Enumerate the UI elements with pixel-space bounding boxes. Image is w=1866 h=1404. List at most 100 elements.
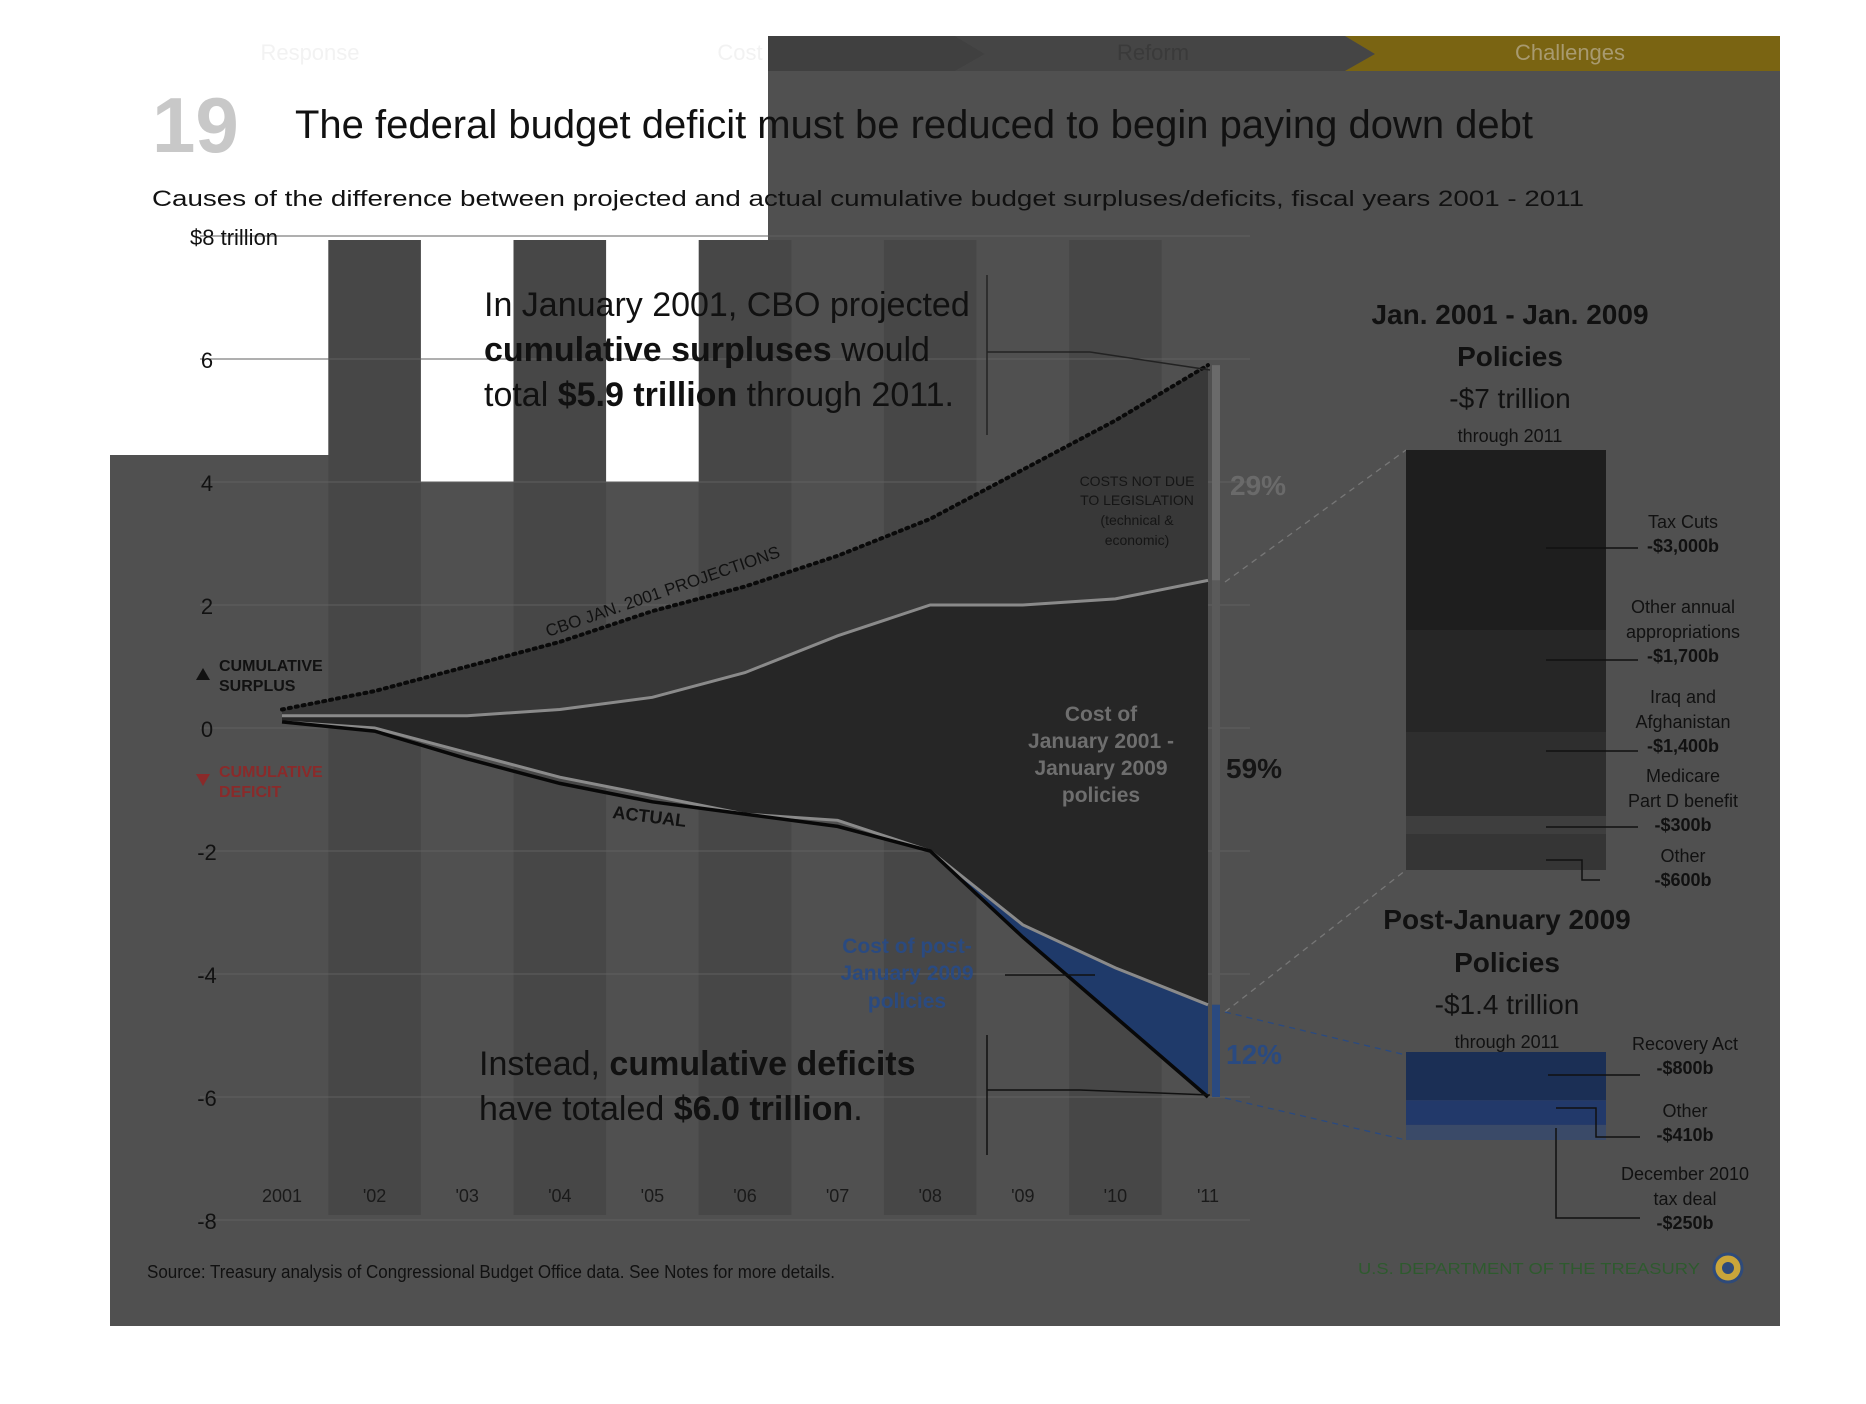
top-callout-leader	[986, 275, 1211, 435]
bottom-callout-line1: Instead, cumulative deficits	[479, 1045, 916, 1083]
svg-text:January 2001 -: January 2001 -	[1028, 730, 1174, 753]
top-callout-line2: cumulative surpluses would	[484, 331, 930, 369]
jan-seg	[1406, 816, 1606, 834]
costs-not-due-label: COSTS NOT DUE TO LEGISLATION (technical …	[1080, 473, 1195, 548]
bottom-callout-leader	[986, 1035, 1211, 1155]
tab-reform[interactable]: Reform	[1117, 40, 1189, 65]
deficit-label-2: DEFICIT	[219, 784, 281, 801]
y-tick-label: -8	[197, 1209, 217, 1234]
deficit-label-1: CUMULATIVE	[219, 764, 323, 781]
jan-item-value: -$600b	[1654, 870, 1711, 890]
post-title-1: Post-January 2009	[1383, 904, 1630, 935]
connector-jan-bottom	[1224, 869, 1407, 1013]
jan-item-value: -$1,400b	[1647, 736, 1719, 756]
post-item-label: tax deal	[1653, 1189, 1716, 1209]
jan-total: -$7 trillion	[1449, 383, 1570, 414]
tab-cost-bg	[768, 36, 985, 71]
jan-item-label: Other annual	[1631, 597, 1735, 617]
x-tick-label: '02	[363, 1186, 386, 1206]
treasury-wordmark: U.S. DEPARTMENT OF THE TREASURY	[1358, 1261, 1700, 1278]
y-tick-label: $8 trillion	[190, 225, 278, 250]
line-cbo-projection	[280, 363, 1210, 712]
source-note: Source: Treasury analysis of Congression…	[147, 1262, 835, 1282]
page-title: The federal budget deficit must be reduc…	[295, 103, 1533, 147]
post-policies-breakdown: Post-January 2009 Policies -$1.4 trillio…	[1383, 904, 1749, 1233]
post-leader	[1556, 1107, 1640, 1138]
x-tick-label: '05	[641, 1186, 664, 1206]
post-seg	[1406, 1100, 1606, 1125]
jan-item-label: Tax Cuts	[1648, 512, 1718, 532]
slide-number: 19	[152, 81, 239, 169]
post-item-label: December 2010	[1621, 1164, 1749, 1184]
jan-item-label: Iraq and	[1650, 687, 1716, 707]
svg-text:policies: policies	[868, 990, 946, 1013]
tab-reform-bg	[955, 36, 1375, 71]
svg-text:January 2009: January 2009	[840, 962, 973, 985]
tab-challenges[interactable]: Challenges	[1515, 40, 1625, 65]
post-item-value: -$250b	[1656, 1213, 1713, 1233]
jan-title-2: Policies	[1457, 341, 1563, 372]
y-tick-label: 2	[201, 594, 213, 619]
svg-text:economic): economic)	[1105, 532, 1170, 548]
bracket-seg-post	[1212, 1004, 1220, 1097]
jan-item-value: -$1,700b	[1647, 646, 1719, 666]
bracket-percent-labels: 29% 59% 12%	[1226, 470, 1286, 1070]
pct-29-label: 29%	[1230, 470, 1286, 501]
svg-text:January 2009: January 2009	[1034, 757, 1167, 780]
top-callout-line3: total $5.9 trillion through 2011.	[484, 376, 954, 414]
chart-subtitle: Causes of the difference between project…	[152, 186, 1584, 211]
surplus-label-1: CUMULATIVE	[219, 658, 323, 675]
jan-item-label: Part D benefit	[1628, 791, 1738, 811]
post-leader	[1555, 1128, 1640, 1219]
x-tick-label: '08	[918, 1186, 941, 1206]
jan-seg	[1406, 450, 1606, 630]
y-tick-label: -4	[197, 963, 217, 988]
bracket-seg-jan	[1212, 580, 1220, 1005]
x-tick-label: '03	[455, 1186, 478, 1206]
area-jan-policies	[282, 580, 1208, 1005]
x-tick-label: '10	[1104, 1186, 1127, 1206]
svg-text:TO LEGISLATION: TO LEGISLATION	[1080, 492, 1194, 508]
connector-post-top	[1224, 1011, 1407, 1056]
bottom-callout-line2: have totaled $6.0 trillion.	[479, 1090, 863, 1128]
deficit-triangle-icon	[196, 774, 210, 786]
jan-item-value: -$300b	[1654, 815, 1711, 835]
connector-jan-top	[1224, 449, 1407, 583]
post-through: through 2011	[1455, 1032, 1560, 1052]
jan-seg	[1406, 732, 1606, 816]
jan-through: through 2011	[1458, 426, 1563, 446]
post-seg	[1406, 1124, 1606, 1140]
jan-item-label: Medicare	[1646, 766, 1720, 786]
jan-seg	[1406, 834, 1606, 870]
y-tick-label: 6	[201, 348, 213, 373]
cost-post-policies-label: Cost of post- January 2009 policies	[840, 935, 973, 1013]
svg-text:(technical &: (technical &	[1100, 512, 1174, 528]
jan-title-1: Jan. 2001 - Jan. 2009	[1371, 299, 1648, 330]
y-tick-label: 0	[201, 717, 213, 742]
connector-post-bottom	[1224, 1097, 1407, 1141]
line-actual	[281, 720, 1210, 1099]
post-item-label: Other	[1662, 1101, 1707, 1121]
tab-response[interactable]: Response	[260, 40, 359, 65]
post-seg	[1406, 1052, 1606, 1101]
jan-item-value: -$3,000b	[1647, 536, 1719, 556]
x-tick-label: '06	[733, 1186, 756, 1206]
top-callout-line1: In January 2001, CBO projected	[484, 286, 970, 324]
tab-cost[interactable]: Cost	[717, 40, 762, 65]
x-tick-label: '09	[1011, 1186, 1034, 1206]
post-item-value: -$800b	[1656, 1058, 1713, 1078]
cost-jan-policies-label: Cost of January 2001 - January 2009 poli…	[1028, 703, 1174, 807]
surplus-triangle-icon	[196, 668, 210, 680]
y-tick-label: -6	[197, 1086, 217, 1111]
main-chart: $8 trillion 6 4 2 0 -2 -4 -6 -8 2001 '02 '03 '04 '05…	[190, 225, 1250, 1234]
jan-item-label: appropriations	[1626, 622, 1740, 642]
x-tick-label: '04	[548, 1186, 571, 1206]
svg-text:COSTS NOT DUE: COSTS NOT DUE	[1080, 473, 1195, 489]
y-tick-label: 4	[201, 471, 213, 496]
svg-text:Cost of: Cost of	[1065, 703, 1138, 726]
pct-12-label: 12%	[1226, 1039, 1282, 1070]
x-tick-label: '11	[1197, 1186, 1219, 1206]
y-tick-label: -2	[197, 840, 217, 865]
nav-bar: Response Cost Reform Challenges	[260, 36, 1780, 71]
